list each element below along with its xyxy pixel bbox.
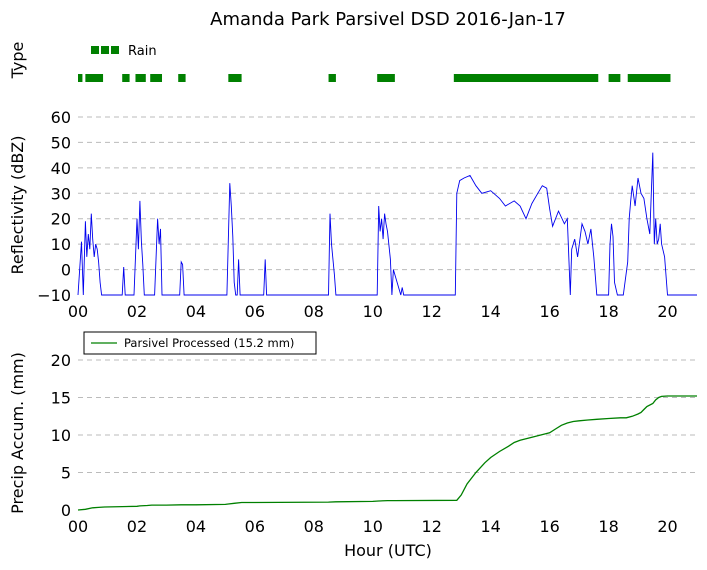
rain-segment-4 (150, 74, 163, 82)
reflectivity-series-line (77, 152, 697, 296)
rain-segments (78, 74, 671, 82)
chart-title: Amanda Park Parsivel DSD 2016-Jan-17 (210, 9, 566, 30)
x-tick-label-5: 10 (363, 517, 383, 536)
y-tick-label-5: 40 (51, 159, 71, 178)
x-tick-label-2: 04 (186, 302, 206, 321)
x-tick-label-4: 08 (304, 517, 324, 536)
x-tick-label-6: 12 (422, 517, 442, 536)
type-legend: Rain (91, 44, 157, 59)
rain-segment-7 (328, 74, 336, 82)
y-tick-label-2: 10 (51, 235, 71, 254)
rain-segment-3 (135, 74, 146, 82)
x-tick-label-8: 16 (539, 517, 559, 536)
legend-marker-2 (101, 46, 109, 54)
rain-segment-5 (178, 74, 186, 82)
x-tick-label-3: 06 (245, 517, 265, 536)
accumulation-ylabel: Precip Accum. (mm) (8, 352, 27, 514)
x-tick-label-4: 08 (304, 302, 324, 321)
accumulation-legend-label: Parsivel Processed (15.2 mm) (124, 336, 294, 350)
reflectivity-ylabel: Reflectivity (dBZ) (8, 136, 27, 275)
accumulation-x-ticks: 00 02 04 06 08 10 12 14 16 18 20 (68, 517, 678, 536)
x-tick-label-7: 14 (480, 517, 500, 536)
y-tick-label-3: 20 (51, 210, 71, 229)
x-axis-label: Hour (UTC) (344, 541, 432, 560)
accumulation-y-ticks: 0 5 10 15 20 (51, 351, 71, 520)
y-tick-label-4: 20 (51, 351, 71, 370)
rain-segment-8 (377, 74, 395, 82)
y-tick-label-1: 0 (61, 261, 71, 280)
rain-segment-10 (608, 74, 621, 82)
x-tick-label-1: 02 (127, 517, 147, 536)
rain-segment-6 (228, 74, 242, 82)
x-tick-label-9: 18 (598, 517, 618, 536)
accumulation-legend-box (83, 331, 317, 355)
y-tick-label-4: 30 (51, 184, 71, 203)
rain-segment-2 (122, 74, 130, 82)
y-tick-label-0: −10 (37, 286, 71, 305)
accumulation-series-line (77, 395, 697, 511)
y-tick-label-1: 5 (61, 464, 71, 483)
y-tick-label-2: 10 (51, 426, 71, 445)
reflectivity-grid (78, 116, 697, 271)
x-tick-label-5: 10 (363, 302, 383, 321)
x-tick-label-9: 18 (598, 302, 618, 321)
reflectivity-x-ticks: 00 02 04 06 08 10 12 14 16 18 20 (68, 302, 678, 321)
legend-marker-3 (111, 46, 119, 54)
accumulation-panel: Precip Accum. (mm) 0 5 10 15 20 00 02 04 06 08 10… (8, 331, 697, 560)
x-tick-label-7: 14 (480, 302, 500, 321)
legend-marker-1 (91, 46, 99, 54)
y-tick-label-3: 15 (51, 389, 71, 408)
type-legend-label: Rain (128, 44, 157, 59)
accumulation-grid (78, 359, 697, 473)
x-tick-label-3: 06 (245, 302, 265, 321)
rain-segment-1 (85, 74, 104, 82)
y-tick-label-6: 50 (51, 133, 71, 152)
y-tick-label-0: 0 (61, 501, 71, 520)
type-ylabel: Type (8, 42, 27, 80)
x-tick-label-1: 02 (127, 302, 147, 321)
x-tick-label-0: 00 (68, 302, 88, 321)
x-tick-label-6: 12 (422, 302, 442, 321)
type-panel: Type Rain (8, 42, 671, 82)
x-tick-label-10: 20 (657, 517, 677, 536)
x-tick-label-2: 04 (186, 517, 206, 536)
reflectivity-y-ticks: −10 0 10 20 30 40 50 60 (37, 108, 71, 305)
reflectivity-panel: Reflectivity (dBZ) −10 0 10 20 30 40 50 60 00 02… (8, 108, 697, 321)
rain-segment-11 (627, 74, 671, 82)
accumulation-legend: Parsivel Processed (15.2 mm) (83, 331, 317, 355)
x-tick-label-10: 20 (657, 302, 677, 321)
x-tick-label-8: 16 (539, 302, 559, 321)
rain-segment-9 (453, 74, 599, 82)
x-tick-label-0: 00 (68, 517, 88, 536)
y-tick-label-7: 60 (51, 108, 71, 127)
rain-segment-0 (78, 74, 83, 82)
